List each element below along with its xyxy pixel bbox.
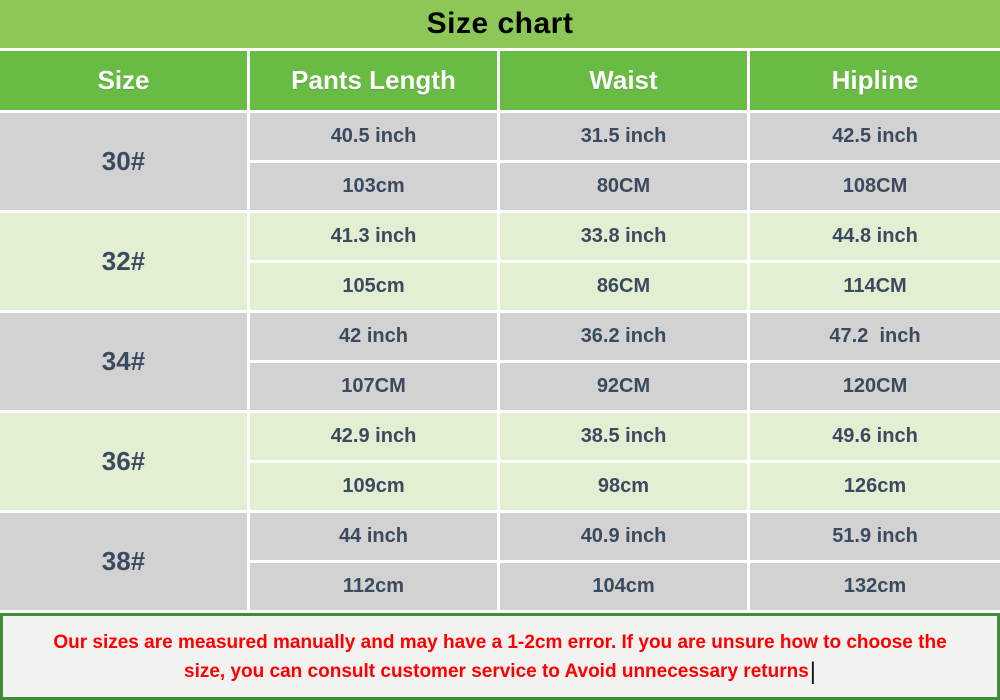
header-cell-pants-length: Pants Length	[250, 51, 497, 110]
note-line-1: Our sizes are measured manually and may …	[53, 631, 947, 653]
cell-pants-length-cm: 109cm	[250, 463, 497, 510]
cell-hipline-inch: 49.6 inch	[750, 413, 1000, 460]
cell-pants-length-inch: 42.9 inch	[250, 413, 497, 460]
cell-waist-cm: 104cm	[500, 563, 747, 610]
cell-pants-length-inch: 42 inch	[250, 313, 497, 360]
cell-waist-cm: 98cm	[500, 463, 747, 510]
table-row-group-30: 30# 40.5 inch 31.5 inch 42.5 inch 103cm …	[0, 113, 1000, 210]
table-row-group-38: 38# 44 inch 40.9 inch 51.9 inch 112cm 10…	[0, 513, 1000, 610]
note-line-2-text: size, you can consult customer service t…	[184, 660, 809, 682]
cell-waist-cm: 92CM	[500, 363, 747, 410]
cell-hipline-cm: 114CM	[750, 263, 1000, 310]
header-cell-waist: Waist	[500, 51, 747, 110]
size-cell: 34#	[0, 313, 247, 410]
cell-waist-inch: 40.9 inch	[500, 513, 747, 560]
cell-hipline-inch: 44.8 inch	[750, 213, 1000, 260]
cell-pants-length-cm: 103cm	[250, 163, 497, 210]
table-row-group-32: 32# 41.3 inch 33.8 inch 44.8 inch 105cm …	[0, 213, 1000, 310]
cell-hipline-cm: 132cm	[750, 563, 1000, 610]
cell-waist-inch: 31.5 inch	[500, 113, 747, 160]
cell-pants-length-inch: 41.3 inch	[250, 213, 497, 260]
cell-waist-inch: 38.5 inch	[500, 413, 747, 460]
cell-hipline-inch: 42.5 inch	[750, 113, 1000, 160]
title-bar: Size chart	[0, 0, 1000, 48]
cell-hipline-cm: 126cm	[750, 463, 1000, 510]
header-cell-size: Size	[0, 51, 247, 110]
cell-hipline-cm: 108CM	[750, 163, 1000, 210]
table-body: 30# 40.5 inch 31.5 inch 42.5 inch 103cm …	[0, 113, 1000, 610]
cell-pants-length-inch: 44 inch	[250, 513, 497, 560]
disclaimer-note-box[interactable]: Our sizes are measured manually and may …	[0, 613, 1000, 700]
cell-pants-length-cm: 105cm	[250, 263, 497, 310]
size-cell: 32#	[0, 213, 247, 310]
cell-waist-cm: 86CM	[500, 263, 747, 310]
size-cell: 30#	[0, 113, 247, 210]
note-line-2: size, you can consult customer service t…	[3, 657, 997, 686]
header-cell-hipline: Hipline	[750, 51, 1000, 110]
cell-pants-length-inch: 40.5 inch	[250, 113, 497, 160]
cell-hipline-cm: 120CM	[750, 363, 1000, 410]
cell-waist-inch: 33.8 inch	[500, 213, 747, 260]
cell-waist-inch: 36.2 inch	[500, 313, 747, 360]
cell-waist-cm: 80CM	[500, 163, 747, 210]
table-row-group-34: 34# 42 inch 36.2 inch 47.2 inch 107CM 92…	[0, 313, 1000, 410]
table-header-row: Size Pants Length Waist Hipline	[0, 51, 1000, 110]
size-cell: 38#	[0, 513, 247, 610]
cell-pants-length-cm: 112cm	[250, 563, 497, 610]
cell-hipline-inch: 51.9 inch	[750, 513, 1000, 560]
page-title: Size chart	[426, 7, 574, 40]
cell-pants-length-cm: 107CM	[250, 363, 497, 410]
size-cell: 36#	[0, 413, 247, 510]
text-caret: |	[809, 657, 816, 685]
cell-hipline-inch: 47.2 inch	[750, 313, 1000, 360]
table-row-group-36: 36# 42.9 inch 38.5 inch 49.6 inch 109cm …	[0, 413, 1000, 510]
